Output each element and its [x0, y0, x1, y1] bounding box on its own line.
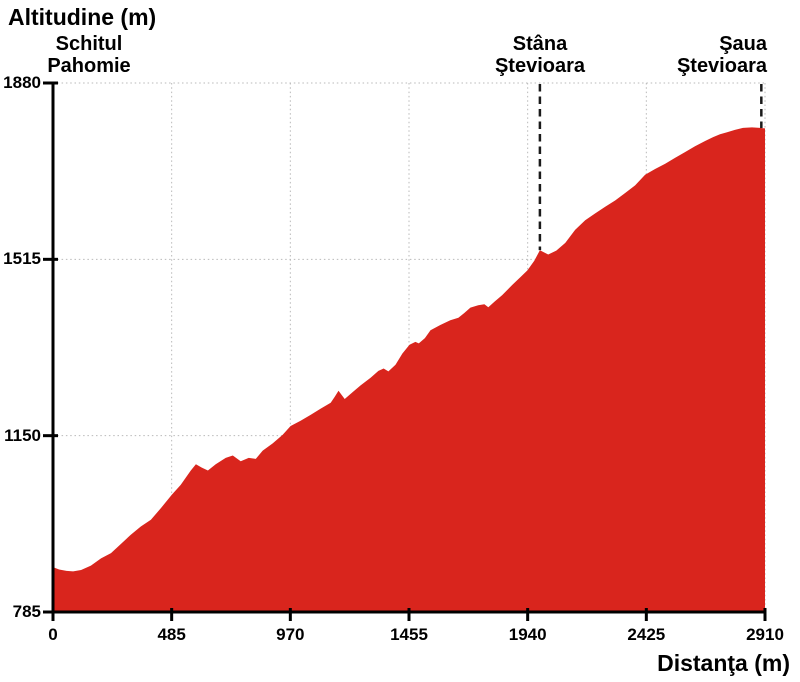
waypoint-label-line2: Pahomie [47, 55, 131, 77]
x-axis-title: Distanţa (m) [657, 650, 790, 676]
x-tick-label: 485 [157, 625, 186, 644]
waypoint-label-line1: Şaua [719, 33, 767, 55]
y-tick-label: 785 [12, 602, 41, 621]
x-tick-label: 2425 [627, 625, 666, 644]
x-tick-label: 2910 [746, 625, 784, 644]
y-tick-label: 1515 [3, 249, 41, 269]
elevation-profile-area [53, 127, 765, 613]
waypoint-label-line1: Stâna [512, 33, 568, 55]
y-tick-label: 1150 [4, 425, 41, 445]
x-tick-label: 970 [276, 625, 305, 644]
waypoint-label-saua-stevioara: Şaua Ştevioara [645, 33, 767, 77]
waypoint-label-line2: Ştevioara [676, 55, 767, 77]
waypoint-label-line1: Schitul [55, 33, 123, 55]
waypoint-label-stana-stevioara: Stâna Ştevioara [480, 33, 600, 77]
x-tick-label: 0 [48, 625, 58, 644]
y-axis-title: Altitudine (m) [8, 4, 157, 30]
y-tick-label: 1880 [3, 73, 41, 92]
x-tick-label: 1455 [390, 625, 428, 644]
x-tick-label: 1940 [508, 625, 547, 644]
waypoint-label-schitul-pahomie: Schitul Pahomie [29, 33, 149, 77]
waypoint-label-line2: Ştevioara [494, 55, 586, 77]
